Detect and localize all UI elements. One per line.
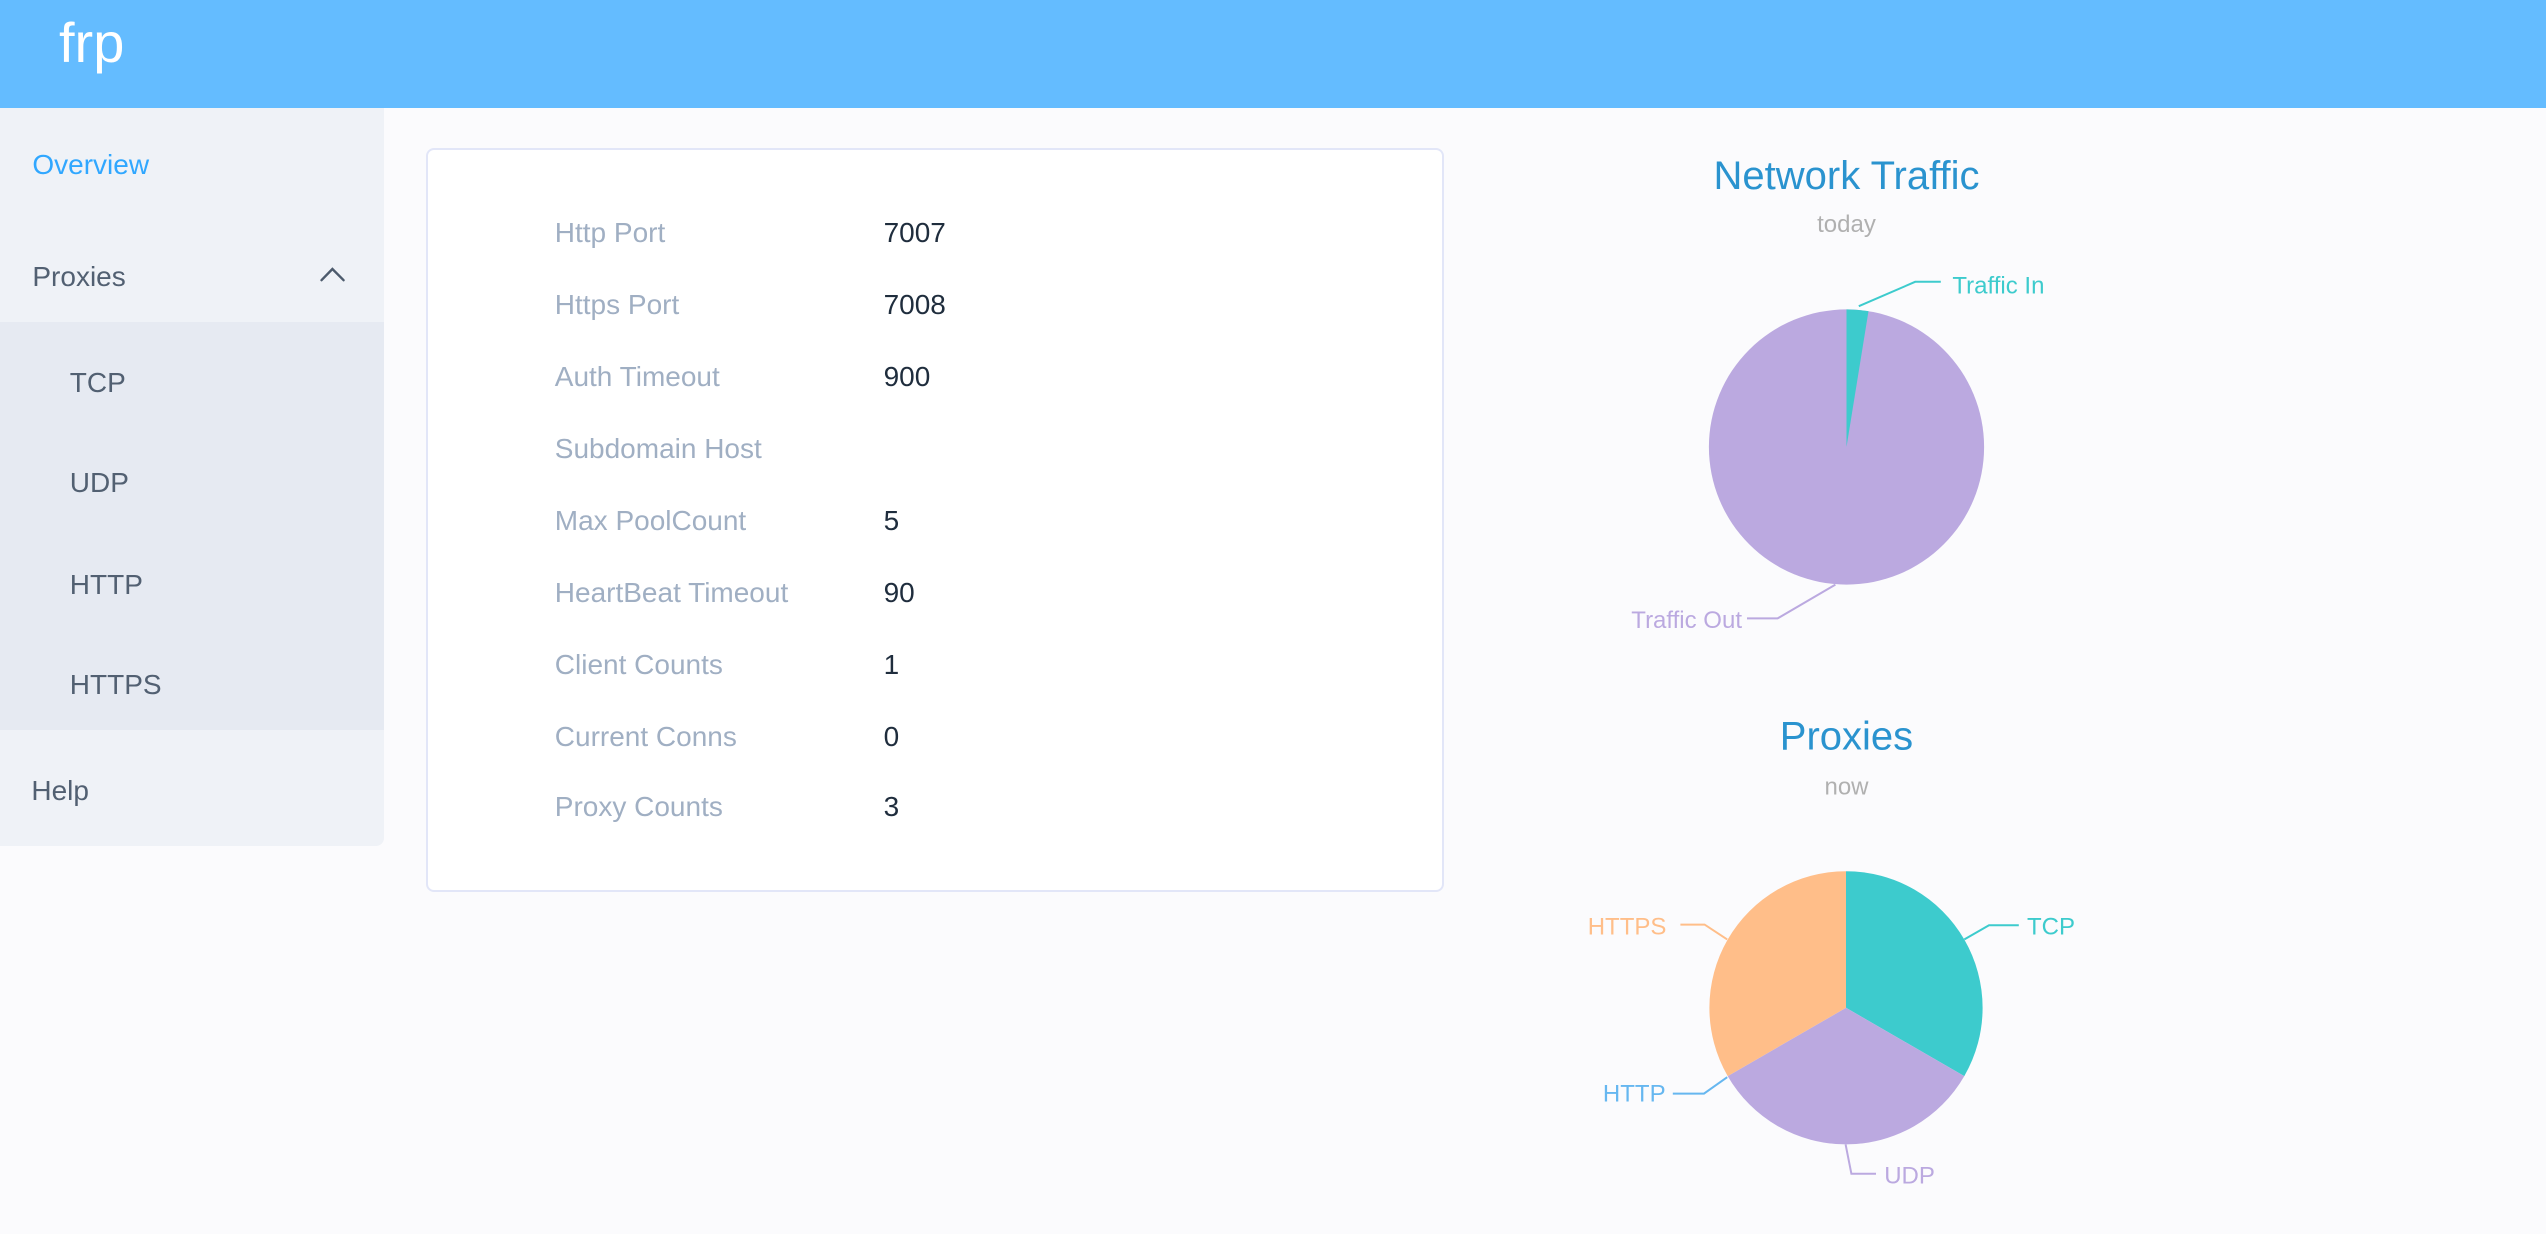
svg-text:HTTPS: HTTPS (1588, 913, 1667, 940)
svg-text:Proxies: Proxies (1780, 715, 1913, 759)
svg-text:now: now (1824, 773, 1869, 800)
svg-text:Traffic In: Traffic In (1952, 272, 2044, 299)
svg-text:HTTP: HTTP (1603, 1080, 1666, 1107)
svg-text:Network Traffic: Network Traffic (1714, 154, 1980, 198)
svg-text:today: today (1817, 211, 1876, 238)
svg-text:Traffic Out: Traffic Out (1631, 607, 1742, 634)
svg-text:UDP: UDP (1884, 1163, 1935, 1190)
svg-text:TCP: TCP (2027, 913, 2075, 940)
